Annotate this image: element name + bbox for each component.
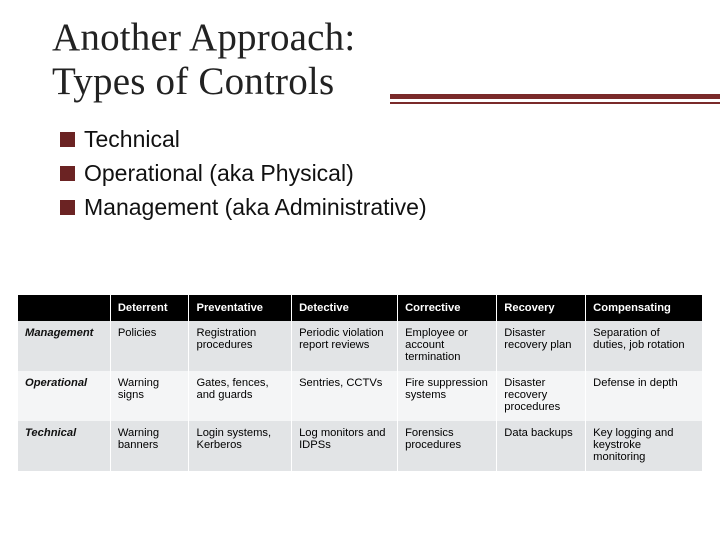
- table-row: Technical Warning banners Login systems,…: [18, 421, 702, 471]
- rule-thick: [390, 94, 720, 99]
- table-row: Operational Warning signs Gates, fences,…: [18, 371, 702, 421]
- cell: Login systems, Kerberos: [189, 421, 292, 471]
- col-blank: [18, 295, 110, 321]
- list-item: Technical: [60, 125, 680, 154]
- square-bullet-icon: [60, 166, 75, 181]
- list-item: Operational (aka Physical): [60, 159, 680, 188]
- col-corrective: Corrective: [398, 295, 497, 321]
- square-bullet-icon: [60, 200, 75, 215]
- title-line-2: Types of Controls: [52, 60, 334, 103]
- cell: Warning banners: [110, 421, 189, 471]
- cell: Key logging and keystroke monitoring: [586, 421, 702, 471]
- cell: Fire suppression systems: [398, 371, 497, 421]
- row-head: Management: [18, 321, 110, 371]
- slide-title: Another Approach: Types of Controls: [52, 16, 680, 103]
- cell: Warning signs: [110, 371, 189, 421]
- controls-table-wrap: Deterrent Preventative Detective Correct…: [18, 295, 702, 471]
- bullet-text: Management (aka Administrative): [84, 193, 427, 222]
- cell: Forensics procedures: [398, 421, 497, 471]
- list-item: Management (aka Administrative): [60, 193, 680, 222]
- col-compensating: Compensating: [586, 295, 702, 321]
- bullet-text: Technical: [84, 125, 180, 154]
- title-block: Another Approach: Types of Controls: [52, 16, 680, 103]
- slide: Another Approach: Types of Controls Tech…: [0, 0, 720, 540]
- table-row: Management Policies Registration procedu…: [18, 321, 702, 371]
- cell: Defense in depth: [586, 371, 702, 421]
- col-preventative: Preventative: [189, 295, 292, 321]
- cell: Periodic violation report reviews: [292, 321, 398, 371]
- cell: Registration procedures: [189, 321, 292, 371]
- cell: Separation of duties, job rotation: [586, 321, 702, 371]
- col-recovery: Recovery: [497, 295, 586, 321]
- cell: Disaster recovery procedures: [497, 371, 586, 421]
- bullet-text: Operational (aka Physical): [84, 159, 354, 188]
- row-head: Operational: [18, 371, 110, 421]
- cell: Policies: [110, 321, 189, 371]
- table-header-row: Deterrent Preventative Detective Correct…: [18, 295, 702, 321]
- cell: Sentries, CCTVs: [292, 371, 398, 421]
- row-head: Technical: [18, 421, 110, 471]
- rule-thin: [390, 102, 720, 104]
- cell: Disaster recovery plan: [497, 321, 586, 371]
- bullet-list: Technical Operational (aka Physical) Man…: [60, 125, 680, 221]
- cell: Data backups: [497, 421, 586, 471]
- controls-table: Deterrent Preventative Detective Correct…: [18, 295, 702, 471]
- cell: Log monitors and IDPSs: [292, 421, 398, 471]
- square-bullet-icon: [60, 132, 75, 147]
- col-deterrent: Deterrent: [110, 295, 189, 321]
- title-line-1: Another Approach:: [52, 16, 355, 59]
- cell: Gates, fences, and guards: [189, 371, 292, 421]
- col-detective: Detective: [292, 295, 398, 321]
- cell: Employee or account termination: [398, 321, 497, 371]
- title-rule: [390, 94, 720, 104]
